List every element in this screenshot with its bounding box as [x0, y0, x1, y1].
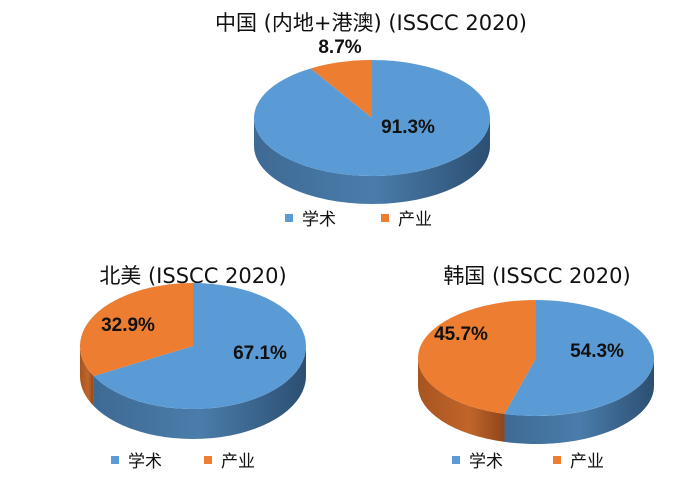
slice-industry-side — [80, 346, 94, 407]
legend-label-academia: 学术 — [128, 452, 162, 472]
legend-label-academia: 学术 — [302, 210, 336, 230]
chart-title: 韩国 (ISSCC 2020) — [443, 264, 630, 288]
slice-academia-side — [504, 358, 654, 444]
chart-title: 中国 (内地+港澳) (ISSCC 2020) — [215, 11, 527, 35]
pie-north-america: 67.1% 32.9% — [79, 283, 306, 440]
data-label: 54.3% — [570, 341, 624, 362]
slice-academia — [93, 283, 306, 409]
pie-china: 91.3% 8.7% — [254, 37, 490, 204]
slice-industry — [417, 300, 536, 414]
data-label: 8.7% — [318, 37, 361, 58]
legend-swatch-academia — [111, 456, 119, 464]
legend-swatch-industry — [204, 456, 212, 464]
slice-academia-side — [254, 118, 490, 204]
legend-label-industry: 产业 — [398, 210, 432, 230]
legend-swatch-industry — [381, 214, 389, 222]
legend: 学术 产业 — [452, 452, 604, 472]
legend-swatch-industry — [553, 456, 561, 464]
pie-korea: 54.3% 45.7% — [417, 300, 654, 444]
legend: 学术 产业 — [285, 210, 432, 230]
legend-label-industry: 产业 — [221, 452, 255, 472]
legend-swatch-academia — [452, 456, 460, 464]
data-label: 91.3% — [381, 117, 435, 138]
legend-label-industry: 产业 — [570, 452, 604, 472]
legend-swatch-academia — [285, 214, 293, 222]
legend: 学术 产业 — [111, 452, 255, 472]
slice-industry — [79, 283, 193, 377]
slice-academia — [504, 300, 654, 417]
data-label: 67.1% — [233, 343, 287, 364]
slice-academia-side — [93, 346, 306, 440]
slice-industry — [310, 60, 372, 118]
data-label: 45.7% — [434, 324, 488, 345]
chart-korea: 韩国 (ISSCC 2020) 54.3% 45.7% 学术 产业 — [417, 264, 654, 472]
legend-label-academia: 学术 — [469, 452, 503, 472]
chart-north-america: 北美 (ISSCC 2020) 67.1%32.9% 学术 产业 — [79, 264, 306, 472]
data-label: 32.9% — [101, 315, 155, 336]
chart-china: 中国 (内地+港澳) (ISSCC 2020) 91.3% 8.7% 学术 产业 — [215, 11, 527, 230]
slice-industry-side — [418, 358, 505, 442]
